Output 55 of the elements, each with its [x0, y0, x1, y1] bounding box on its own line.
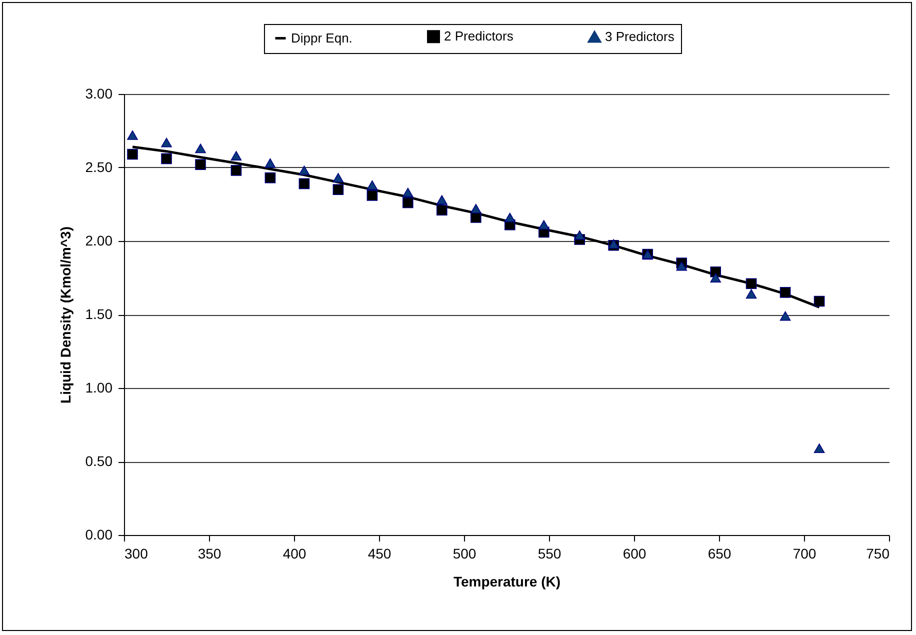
x-tick-label: 500: [452, 546, 476, 562]
point: [814, 296, 825, 307]
point: [195, 144, 206, 154]
point: [780, 311, 791, 321]
x-tick-label: 650: [708, 546, 732, 562]
point: [470, 204, 482, 214]
point: [332, 173, 344, 183]
x-tick-label: 700: [792, 546, 816, 562]
point: [710, 273, 721, 282]
y-tick-label: 0.50: [85, 453, 113, 469]
point: [504, 212, 516, 222]
point: [127, 130, 138, 140]
x-tick-label: 750: [866, 546, 890, 562]
point: [676, 261, 687, 271]
y-tick-label: 0.00: [85, 526, 113, 542]
point: [436, 195, 448, 205]
x-tick-label: 350: [198, 546, 222, 562]
legend-label: 3 Predictors: [605, 28, 675, 44]
point: [814, 444, 825, 453]
point: [402, 197, 414, 208]
x-tick-label: 400: [282, 546, 306, 562]
y-tick-label: 1.00: [85, 380, 113, 396]
point: [780, 287, 791, 298]
x-tick-label: 300: [124, 546, 148, 562]
y-tick-label: 2.00: [85, 232, 113, 248]
point: [436, 204, 448, 216]
point: [264, 172, 276, 184]
point: [298, 166, 310, 176]
x-tick-label: 450: [368, 546, 392, 562]
point: [195, 159, 206, 170]
legend-label: Dippr Eqn.: [291, 30, 352, 46]
x-axis-title: Temperature (K): [453, 574, 561, 590]
point: [402, 188, 414, 198]
point: [161, 138, 172, 148]
point: [332, 184, 344, 195]
y-tick-label: 2.50: [85, 159, 113, 175]
point: [470, 212, 482, 223]
point: [298, 178, 310, 190]
point: [538, 220, 550, 230]
point: [746, 289, 757, 299]
point: [127, 148, 138, 160]
point: [230, 165, 242, 176]
y-tick-label: 1.50: [85, 306, 113, 322]
x-tick-label: 550: [538, 546, 562, 562]
legend-label: 2 Predictors: [444, 28, 514, 44]
point: [574, 230, 585, 240]
y-axis-title: Liquid Density (Kmol/m^3): [57, 226, 74, 404]
point: [366, 190, 378, 201]
y-tick-label: 3.00: [85, 86, 113, 102]
point: [230, 151, 242, 160]
point: [746, 278, 757, 290]
point: [161, 153, 172, 164]
x-tick-label: 600: [622, 546, 646, 562]
point: [264, 158, 276, 168]
point: [366, 180, 378, 190]
